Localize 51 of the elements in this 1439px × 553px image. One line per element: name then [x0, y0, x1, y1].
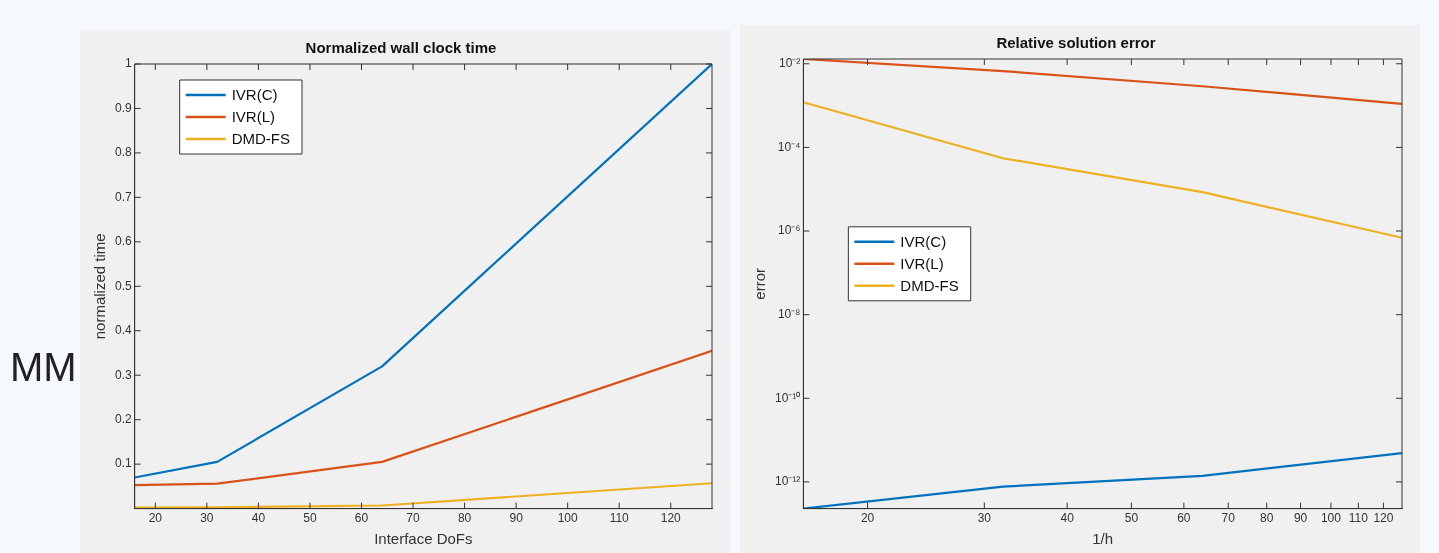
x-tick-label: 80: [1260, 511, 1274, 526]
y-tick-label: 0.5: [114, 278, 132, 293]
legend-label: DMD-FS: [231, 130, 291, 148]
x-tick-label: 110: [1348, 511, 1369, 526]
x-tick-label: 30: [200, 511, 214, 526]
y-tick-label: 0.7: [114, 189, 132, 204]
x-tick-label: 90: [509, 511, 524, 526]
chart-title: Relative solution error: [996, 34, 1156, 52]
x-tick-label: 40: [1060, 511, 1075, 526]
x-tick-label: 50: [1124, 511, 1139, 526]
x-tick-label: 100: [1320, 511, 1342, 526]
x-tick-label: 110: [609, 511, 630, 526]
x-tick-label: 30: [977, 511, 992, 526]
y-tick-label: 10⁻⁸: [777, 306, 801, 321]
x-tick-label: 50: [303, 511, 317, 526]
x-tick-label: 60: [354, 511, 369, 526]
x-axis-title: 1/h: [1092, 530, 1114, 548]
legend-label: IVR(L): [231, 108, 276, 126]
x-tick-label: 70: [406, 511, 421, 526]
text: MM: [10, 345, 77, 390]
x-tick-label: 20: [148, 511, 163, 526]
x-axis-title: Interface DoFs: [374, 530, 473, 548]
x-tick-label: 100: [557, 511, 578, 526]
legend-label: IVR(C): [900, 232, 947, 250]
y-tick-label: 0.6: [114, 234, 132, 249]
x-tick-label: 20: [860, 511, 875, 526]
y-tick-label: 0.9: [114, 100, 132, 115]
y-axis-title: normalized time: [91, 233, 109, 340]
legend-label: IVR(L): [900, 254, 944, 272]
y-axis-title: error: [751, 267, 769, 300]
y-tick-label: 0.1: [114, 456, 132, 471]
x-tick-label: 120: [660, 511, 682, 526]
y-tick-label: 1: [124, 56, 132, 71]
y-tick-label: 10⁻¹⁰: [775, 390, 801, 405]
y-tick-label: 10⁻⁶: [778, 223, 801, 238]
y-tick-label: 10⁻¹²: [775, 474, 801, 489]
y-tick-label: 0.2: [114, 411, 132, 426]
legend-label: DMD-FS: [900, 276, 959, 294]
y-tick-label: 10⁻²: [779, 56, 801, 71]
x-tick-label: 120: [1373, 511, 1394, 526]
chart-title: Normalized wall clock time: [305, 39, 497, 57]
x-tick-label: 70: [1221, 511, 1236, 526]
x-tick-label: 40: [251, 511, 266, 526]
legend-label: IVR(C): [231, 86, 278, 104]
x-tick-label: 60: [1177, 511, 1191, 526]
y-tick-label: 0.8: [114, 145, 132, 160]
y-tick-label: 0.3: [114, 367, 132, 382]
x-tick-label: 90: [1293, 511, 1308, 526]
y-tick-label: 10⁻⁴: [777, 139, 801, 154]
y-tick-label: 0.4: [114, 323, 132, 338]
x-tick-label: 80: [457, 511, 472, 526]
